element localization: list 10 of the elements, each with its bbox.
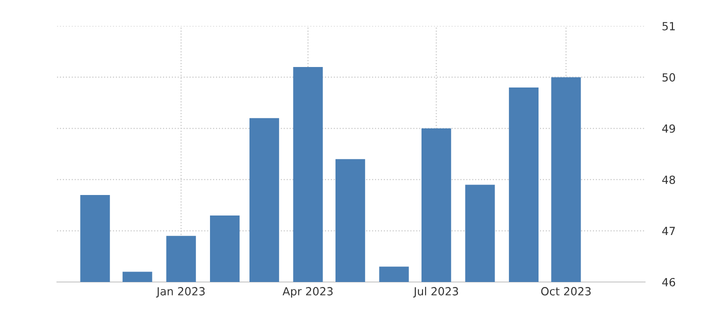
y-tick-label: 46 [662, 278, 676, 286]
x-tick-label: Jul 2023 [413, 286, 458, 298]
y-tick-label: 47 [662, 226, 675, 236]
y-tick-label: 51 [662, 22, 675, 30]
x-tick-label: Oct 2023 [541, 287, 591, 296]
x-tick-label: Jan 2023 [156, 287, 205, 298]
y-tick-label: 48 [662, 176, 676, 184]
y-tick-label: 49 [662, 124, 676, 133]
x-tick-label: Apr 2023 [282, 287, 333, 298]
y-tick-label: 50 [662, 73, 676, 82]
